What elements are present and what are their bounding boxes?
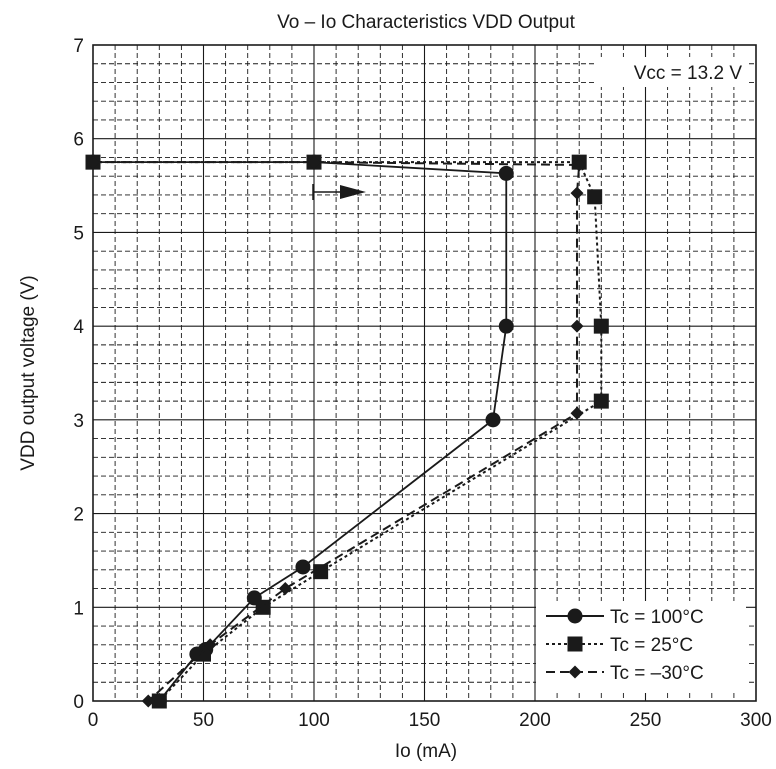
data-point bbox=[498, 318, 514, 334]
legend-label: Tc = 100°C bbox=[610, 607, 704, 628]
data-point bbox=[278, 582, 292, 596]
series bbox=[85, 154, 609, 709]
y-tick-label: 3 bbox=[73, 411, 84, 432]
series-group bbox=[85, 154, 514, 709]
data-point bbox=[203, 638, 217, 652]
plot-frame bbox=[92, 44, 757, 702]
data-point bbox=[567, 636, 583, 652]
y-axis-label: VDD output voltage (V) bbox=[18, 275, 39, 470]
x-tick-label: 100 bbox=[298, 710, 330, 731]
data-point bbox=[313, 564, 329, 580]
x-tick-label: 0 bbox=[88, 710, 99, 731]
x-tick-label: 50 bbox=[193, 710, 214, 731]
x-tick-label: 250 bbox=[630, 710, 662, 731]
legend: Tc = 100°C Tc = 25°C Tc = –30°C bbox=[536, 601, 746, 693]
data-point bbox=[295, 559, 311, 575]
vcc-annotation: Vcc = 13.2 V bbox=[634, 63, 743, 84]
x-tick-label: 300 bbox=[740, 710, 772, 731]
series-group bbox=[86, 155, 586, 708]
data-point bbox=[593, 393, 609, 409]
legend-entry: Tc = 25°C bbox=[546, 635, 693, 656]
y-tick-label: 0 bbox=[73, 692, 84, 713]
x-axis-label: Io (mA) bbox=[395, 741, 457, 762]
legend-label: Tc = –30°C bbox=[610, 663, 704, 684]
data-point bbox=[307, 155, 321, 169]
legend-label: Tc = 25°C bbox=[610, 635, 693, 656]
y-tick-label: 1 bbox=[73, 598, 84, 619]
data-point bbox=[255, 599, 271, 615]
data-point bbox=[498, 165, 514, 181]
legend-entry: Tc = –30°C bbox=[546, 663, 704, 684]
x-tick-label: 150 bbox=[409, 710, 441, 731]
data-point bbox=[568, 665, 582, 679]
data-point bbox=[485, 412, 501, 428]
direction-arrow bbox=[312, 184, 366, 200]
data-point bbox=[86, 155, 100, 169]
x-tick-label: 200 bbox=[519, 710, 551, 731]
series-group bbox=[85, 154, 609, 709]
y-tick-label: 6 bbox=[73, 130, 84, 151]
data-point bbox=[593, 318, 609, 334]
tick-labels: 0 50 100 150 200 250 300 0 1 2 3 4 5 6 7 bbox=[73, 36, 771, 731]
y-tick-label: 2 bbox=[73, 505, 84, 526]
data-point bbox=[587, 189, 603, 205]
data-point bbox=[570, 319, 584, 333]
y-tick-label: 5 bbox=[73, 223, 84, 244]
y-tick-label: 4 bbox=[73, 317, 84, 338]
y-tick-label: 7 bbox=[73, 36, 84, 57]
data-point bbox=[570, 186, 584, 200]
data-point bbox=[567, 608, 583, 624]
series-line bbox=[93, 161, 603, 702]
legend-entry: Tc = 100°C bbox=[546, 607, 704, 628]
data-point bbox=[141, 694, 155, 708]
data-point bbox=[196, 646, 211, 662]
data-point bbox=[572, 158, 586, 172]
legend-entries: Tc = 100°C Tc = 25°C Tc = –30°C bbox=[546, 607, 704, 684]
data-point bbox=[151, 693, 167, 709]
annotation-bg bbox=[596, 57, 748, 87]
chart-title: Vo – Io Characteristics VDD Output bbox=[277, 12, 576, 33]
data-point bbox=[570, 406, 584, 420]
series-line bbox=[93, 161, 508, 702]
arrow-head bbox=[340, 185, 366, 199]
